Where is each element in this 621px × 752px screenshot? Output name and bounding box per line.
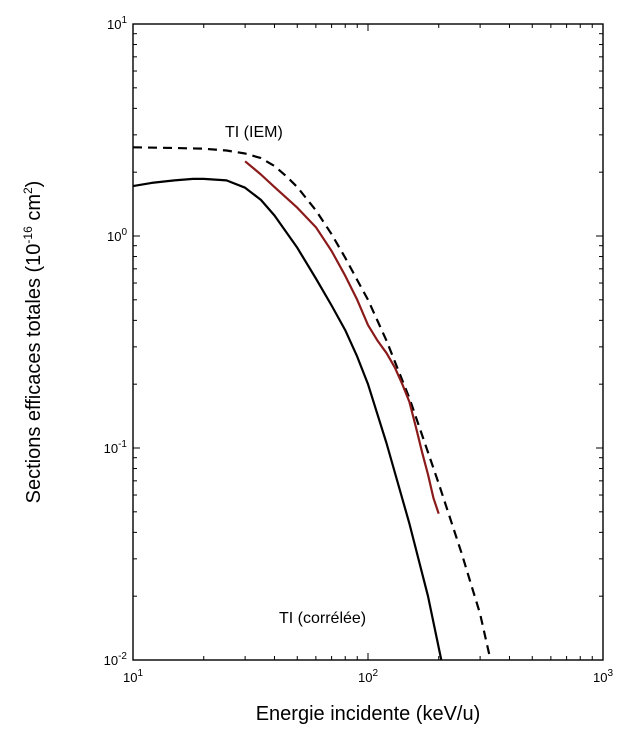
annotation-ti-correlee: TI (corrélée) <box>279 610 366 627</box>
y-tick-label: 101 <box>107 15 127 32</box>
axis-ticks <box>132 23 604 661</box>
x-tick-label: 101 <box>123 668 143 685</box>
y-axis-title-suffix: ) <box>23 181 45 188</box>
y-axis-title-sup: 2 <box>21 187 35 194</box>
tick-labels: 101 102 103 10-2 10-1 100 101 <box>104 15 614 685</box>
series-line-3 <box>244 160 440 515</box>
series-layer <box>132 146 492 661</box>
y-axis-title-prefix: Sections efficaces totales (10 <box>23 244 45 504</box>
y-axis-title-exp: -16 <box>21 226 35 244</box>
x-tick-label: 103 <box>593 668 613 685</box>
y-tick-label: 10-2 <box>104 651 128 668</box>
x-tick-label: 102 <box>358 668 378 685</box>
y-axis-title: Sections efficaces totales (10-16 cm2) <box>21 181 45 504</box>
y-tick-label: 100 <box>107 227 127 244</box>
plot-frame <box>132 23 604 661</box>
series-line-2 <box>132 177 443 661</box>
y-axis-title-middle: cm <box>23 194 45 226</box>
x-axis-title: Energie incidente (keV/u) <box>256 703 481 725</box>
annotation-ti-iem: TI (IEM) <box>225 124 283 141</box>
series-line-1 <box>132 146 492 661</box>
y-tick-label: 10-1 <box>104 439 128 456</box>
